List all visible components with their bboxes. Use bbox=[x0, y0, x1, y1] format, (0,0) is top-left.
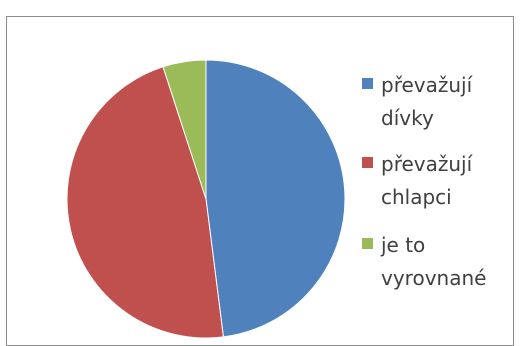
legend-item-chlapci: převažují chlapci bbox=[362, 152, 474, 209]
legend-label-chlapci-line2: chlapci bbox=[381, 185, 452, 209]
legend-item-divky: převažují dívky bbox=[362, 73, 474, 130]
legend-label-vyrovnane-line2: vyrovnané bbox=[381, 266, 486, 290]
legend-label-divky-line1: převažují bbox=[381, 73, 474, 97]
pie-slice-chlapci bbox=[66, 66, 224, 339]
legend-swatch-divky bbox=[362, 78, 373, 89]
legend-item-vyrovnane: je to vyrovnané bbox=[362, 233, 486, 290]
legend: převažují dívky převažují chlapci je to … bbox=[362, 73, 486, 290]
legend-label-chlapci-line1: převažují bbox=[381, 152, 474, 176]
legend-label-vyrovnane-line1: je to bbox=[380, 233, 425, 257]
pie-slices bbox=[66, 59, 346, 339]
legend-swatch-chlapci bbox=[362, 157, 373, 168]
legend-swatch-vyrovnane bbox=[362, 238, 373, 249]
legend-label-divky-line2: dívky bbox=[381, 106, 434, 130]
pie-slice-vyrovnane bbox=[162, 59, 207, 200]
pie-slice-divky bbox=[205, 59, 346, 338]
